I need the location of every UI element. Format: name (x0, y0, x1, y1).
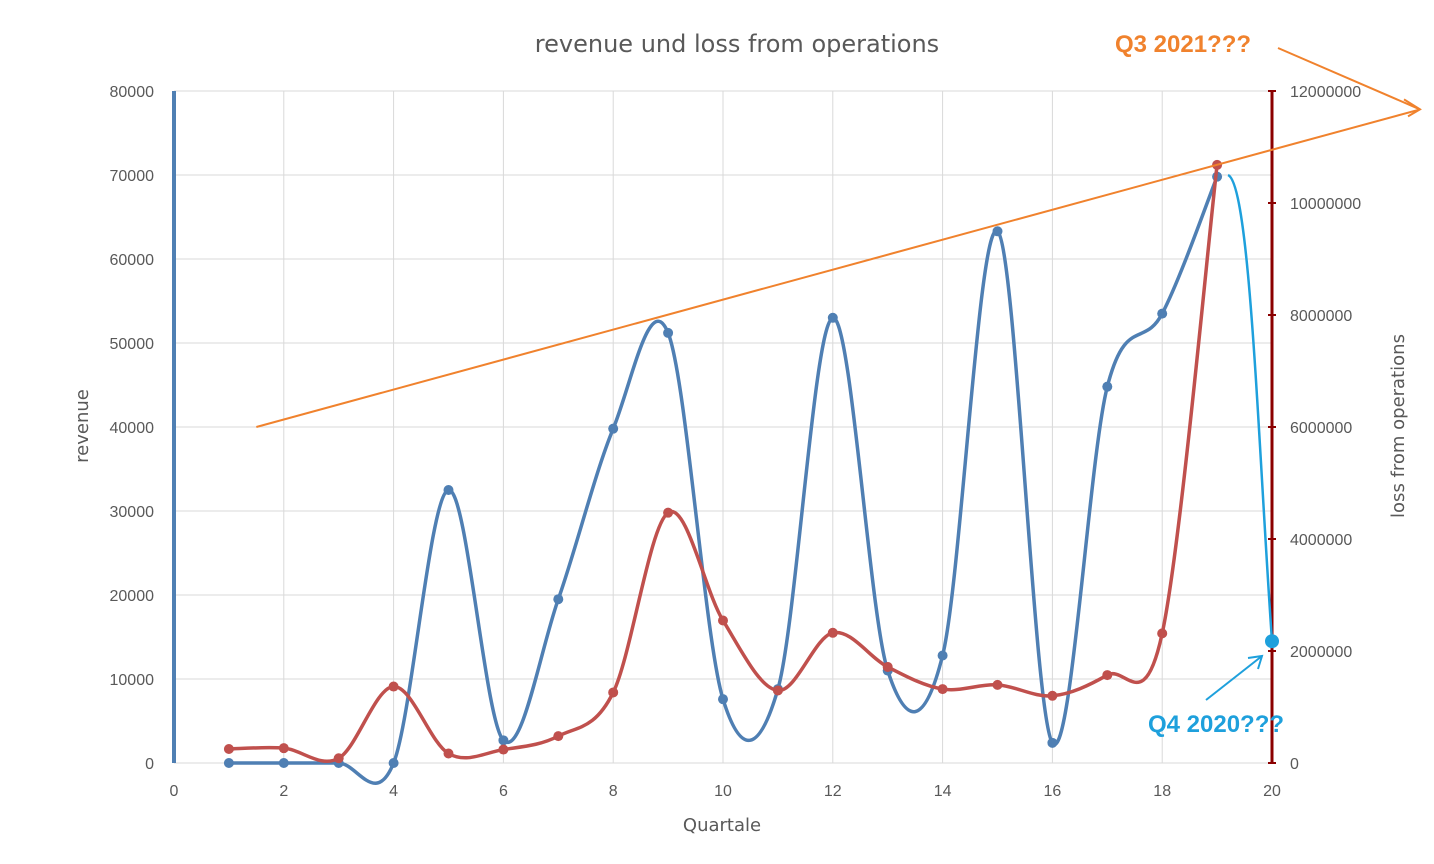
y2-axis-label: loss from operations (1388, 334, 1409, 518)
annotation-q3-2021: Q3 2021??? (1115, 31, 1251, 58)
trend-line (256, 108, 1421, 428)
data-point-loss-from-operations (333, 753, 344, 764)
annotation-q4-2020: Q4 2020??? (1148, 711, 1284, 738)
data-point-revenue (992, 226, 1003, 237)
y-axis-label: revenue (72, 389, 93, 463)
x-axis-label: Quartale (683, 815, 761, 836)
y-tick-label: 0 (145, 756, 154, 773)
data-point-revenue (1047, 737, 1058, 748)
y-tick-label: 20000 (110, 588, 155, 605)
data-point-loss-from-operations (937, 684, 948, 695)
arrowhead-icon (1247, 654, 1264, 670)
data-point-loss-from-operations (827, 627, 838, 638)
forecast-point (1265, 634, 1279, 649)
x-tick-label: 6 (499, 783, 508, 800)
x-tick-label: 0 (170, 783, 179, 800)
data-point-revenue (278, 758, 289, 768)
arrowhead-icon (1403, 98, 1422, 118)
data-point-revenue (608, 423, 619, 434)
x-tick-label: 18 (1153, 783, 1171, 800)
x-tick-label: 16 (1044, 783, 1062, 800)
data-point-loss-from-operations (992, 679, 1003, 690)
y2-tick-label: 2000000 (1290, 644, 1352, 661)
y-tick-label: 50000 (110, 336, 155, 353)
plot-area: 0 2 4 6 8 10 12 14 16 18 20 0 10000 20000 30000 40000 50… (110, 47, 1422, 800)
data-point-revenue (1102, 381, 1113, 392)
data-point-revenue (443, 485, 454, 495)
y-tick-label: 80000 (110, 84, 155, 101)
data-point-revenue (937, 650, 948, 661)
x-tick-label: 14 (934, 783, 952, 800)
annotation-arrow-q3 (1277, 47, 1421, 111)
data-point-revenue (718, 694, 728, 705)
chart-title: revenue und loss from operations (535, 30, 939, 58)
data-point-loss-from-operations (278, 743, 289, 754)
data-point-loss-from-operations (443, 748, 454, 759)
data-point-loss-from-operations (718, 615, 728, 626)
x-tick-label: 10 (714, 783, 732, 800)
y-tick-label: 30000 (110, 504, 155, 521)
y2-tick-label: 8000000 (1290, 308, 1352, 325)
forecast-line (1227, 173, 1274, 642)
x-tick-label: 8 (609, 783, 618, 800)
y2-tick-label: 12000000 (1290, 84, 1361, 101)
y-tick-label: 70000 (110, 168, 155, 185)
grid (173, 90, 1273, 764)
data-point-revenue (223, 758, 234, 768)
data-point-revenue (827, 312, 838, 323)
data-point-loss-from-operations (498, 744, 509, 755)
x-tick-label: 12 (824, 783, 842, 800)
data-point-loss-from-operations (388, 681, 399, 692)
data-point-loss-from-operations (882, 661, 893, 672)
data-point-revenue (498, 735, 509, 746)
y2-tick-label: 6000000 (1290, 420, 1352, 437)
y2-tick-label: 10000000 (1290, 196, 1361, 213)
data-point-loss-from-operations (772, 685, 783, 696)
data-point-revenue (553, 594, 564, 605)
x-tick-label: 2 (279, 783, 288, 800)
data-point-loss-from-operations (608, 687, 619, 698)
y2-tick-label: 0 (1290, 756, 1299, 773)
data-point-loss-from-operations (1102, 670, 1113, 681)
data-point-loss-from-operations (553, 731, 564, 742)
data-point-revenue (663, 327, 674, 338)
x-tick-label: 20 (1263, 783, 1281, 800)
data-point-revenue (388, 758, 399, 768)
data-point-loss-from-operations (223, 744, 234, 754)
data-point-loss-from-operations (663, 507, 674, 518)
data-point-loss-from-operations (1157, 628, 1168, 639)
y-tick-label: 10000 (110, 672, 155, 689)
y-tick-label: 40000 (110, 420, 155, 437)
data-point-revenue (1157, 308, 1168, 319)
y-tick-label: 60000 (110, 252, 155, 269)
y2-tick-label: 4000000 (1290, 532, 1352, 549)
x-tick-label: 4 (389, 783, 398, 800)
annotation-arrow-q4 (1205, 655, 1263, 701)
data-point-loss-from-operations (1047, 690, 1058, 701)
